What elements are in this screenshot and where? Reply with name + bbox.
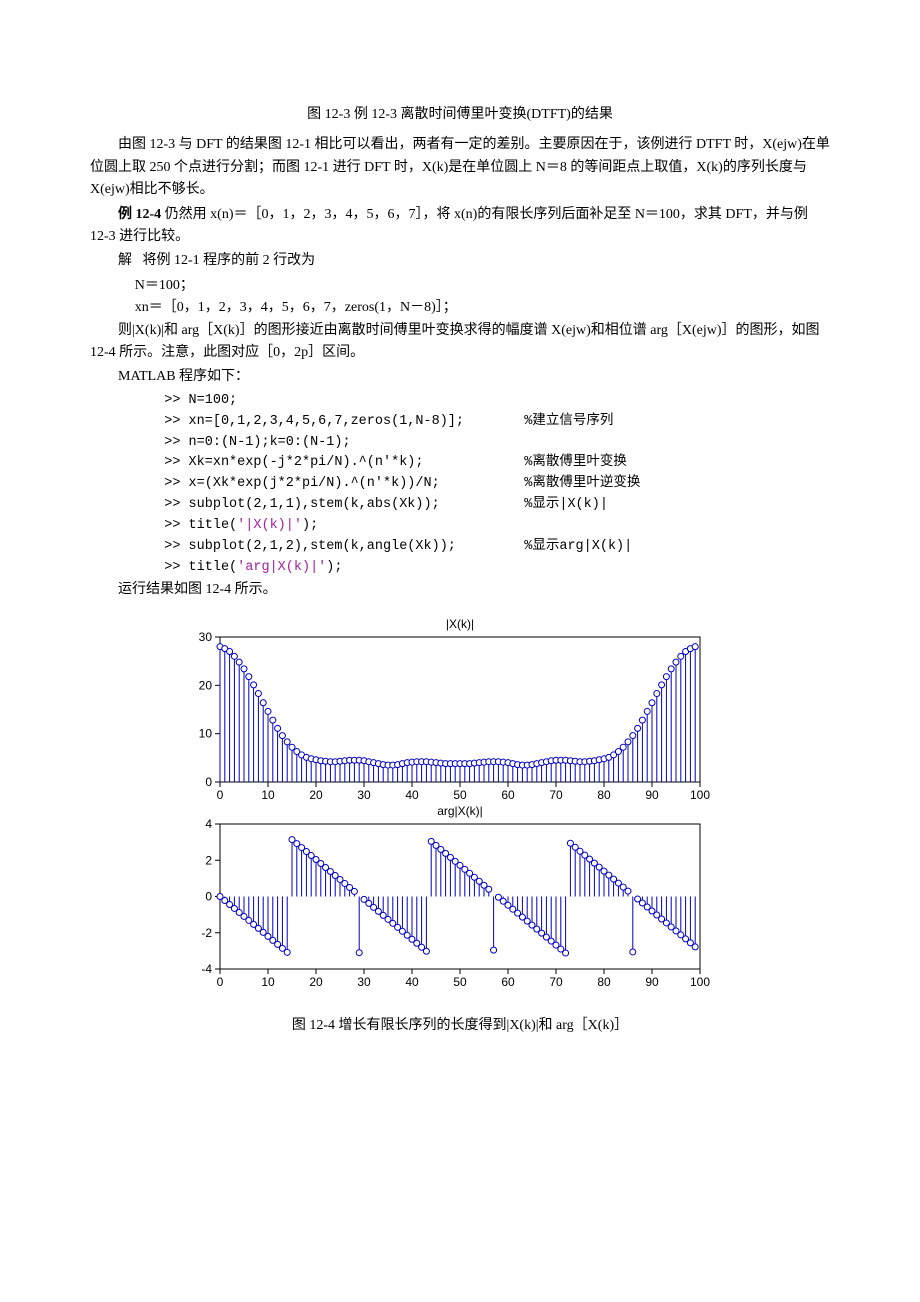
svg-text:0: 0 [217, 975, 224, 989]
svg-text:10: 10 [199, 727, 213, 741]
svg-text:30: 30 [357, 788, 371, 802]
svg-text:50: 50 [453, 975, 467, 989]
svg-text:40: 40 [405, 788, 419, 802]
svg-text:0: 0 [205, 890, 212, 904]
solution-text: 将例 12-1 程序的前 2 行改为 [143, 253, 316, 268]
matlab-code-line: >> x=(Xk*exp(j*2*pi/N).^(n'*k))/N;%离散傅里叶… [164, 474, 830, 495]
matlab-code-block: >> N=100;>> xn=[0,1,2,3,4,5,6,7,zeros(1,… [164, 391, 830, 579]
example-text: 仍然用 x(n)＝［0，1，2，3，4，5，6，7］，将 x(n)的有限长序列后… [90, 207, 808, 244]
svg-text:20: 20 [309, 975, 323, 989]
svg-text:-4: -4 [201, 962, 212, 976]
matlab-intro: MATLAB 程序如下： [90, 366, 830, 388]
matlab-code-line: >> Xk=xn*exp(-j*2*pi/N).^(n'*k);%离散傅里叶变换 [164, 453, 830, 474]
svg-text:90: 90 [645, 788, 659, 802]
figure-12-4: |X(k)|01020300102030405060708090100 arg|… [180, 619, 740, 993]
code-line-n: N＝100； [135, 275, 830, 297]
svg-text:0: 0 [217, 788, 224, 802]
svg-text:2: 2 [205, 854, 212, 868]
svg-text:60: 60 [501, 788, 515, 802]
paragraph: 由图 12-3 与 DFT 的结果图 12-1 相比可以看出，两者有一定的差别。… [90, 134, 830, 201]
svg-text:60: 60 [501, 975, 515, 989]
svg-text:20: 20 [199, 679, 213, 693]
matlab-code-line: >> n=0:(N-1);k=0:(N-1); [164, 433, 830, 454]
code-line-xn: xn＝［0，1，2，3，4，5，6，7，zeros(1，N－8)］； [135, 297, 830, 319]
svg-text:4: 4 [205, 817, 212, 831]
paragraph: 则|X(k)|和 arg［X(k)］的图形接近由离散时间傅里叶变换求得的幅度谱 … [90, 320, 830, 365]
document-page: 图 12-3 例 12-3 离散时间傅里叶变换(DTFT)的结果 由图 12-3… [0, 0, 920, 1106]
matlab-code-line: >> title('|X(k)|'); [164, 516, 830, 537]
svg-text:arg|X(k)|: arg|X(k)| [437, 806, 483, 818]
svg-text:100: 100 [690, 788, 710, 802]
svg-text:20: 20 [309, 788, 323, 802]
svg-text:0: 0 [205, 775, 212, 789]
matlab-code-line: >> xn=[0,1,2,3,4,5,6,7,zeros(1,N-8)];%建立… [164, 412, 830, 433]
svg-text:80: 80 [597, 788, 611, 802]
matlab-code-line: >> N=100; [164, 391, 830, 412]
solution-label: 解 [118, 253, 139, 268]
figure-caption-12-3: 图 12-3 例 12-3 离散时间傅里叶变换(DTFT)的结果 [90, 104, 830, 126]
matlab-code-line: >> subplot(2,1,1),stem(k,abs(Xk));%显示|X(… [164, 495, 830, 516]
example-label: 例 12-4 [118, 207, 165, 222]
svg-text:40: 40 [405, 975, 419, 989]
result-intro: 运行结果如图 12-4 所示。 [90, 579, 830, 601]
matlab-code-line: >> subplot(2,1,2),stem(k,angle(Xk));%显示a… [164, 537, 830, 558]
svg-text:|X(k)|: |X(k)| [446, 619, 474, 631]
svg-text:50: 50 [453, 788, 467, 802]
svg-text:70: 70 [549, 975, 563, 989]
svg-text:70: 70 [549, 788, 563, 802]
matlab-code-line: >> title('arg|X(k)|'); [164, 558, 830, 579]
svg-text:30: 30 [357, 975, 371, 989]
svg-text:10: 10 [261, 788, 275, 802]
magnitude-chart: |X(k)| 0 10 20 30 0 10 20 30 40 50 60 70 80 90 100 [180, 619, 740, 806]
phase-chart: arg|X(k)|-4-20240102030405060708090100 [180, 806, 740, 993]
solution-line: 解 将例 12-1 程序的前 2 行改为 [90, 250, 830, 272]
svg-text:80: 80 [597, 975, 611, 989]
svg-text:100: 100 [690, 975, 710, 989]
svg-text:10: 10 [261, 975, 275, 989]
svg-text:30: 30 [199, 630, 213, 644]
changed-lines: N＝100； xn＝［0，1，2，3，4，5，6，7，zeros(1，N－8)］… [135, 275, 830, 320]
figure-caption-12-4: 图 12-4 增长有限长序列的长度得到|X(k)|和 arg［X(k)］ [90, 1015, 830, 1037]
example-12-4: 例 12-4 仍然用 x(n)＝［0，1，2，3，4，5，6，7］，将 x(n)… [90, 204, 830, 249]
svg-text:90: 90 [645, 975, 659, 989]
svg-text:-2: -2 [201, 926, 212, 940]
